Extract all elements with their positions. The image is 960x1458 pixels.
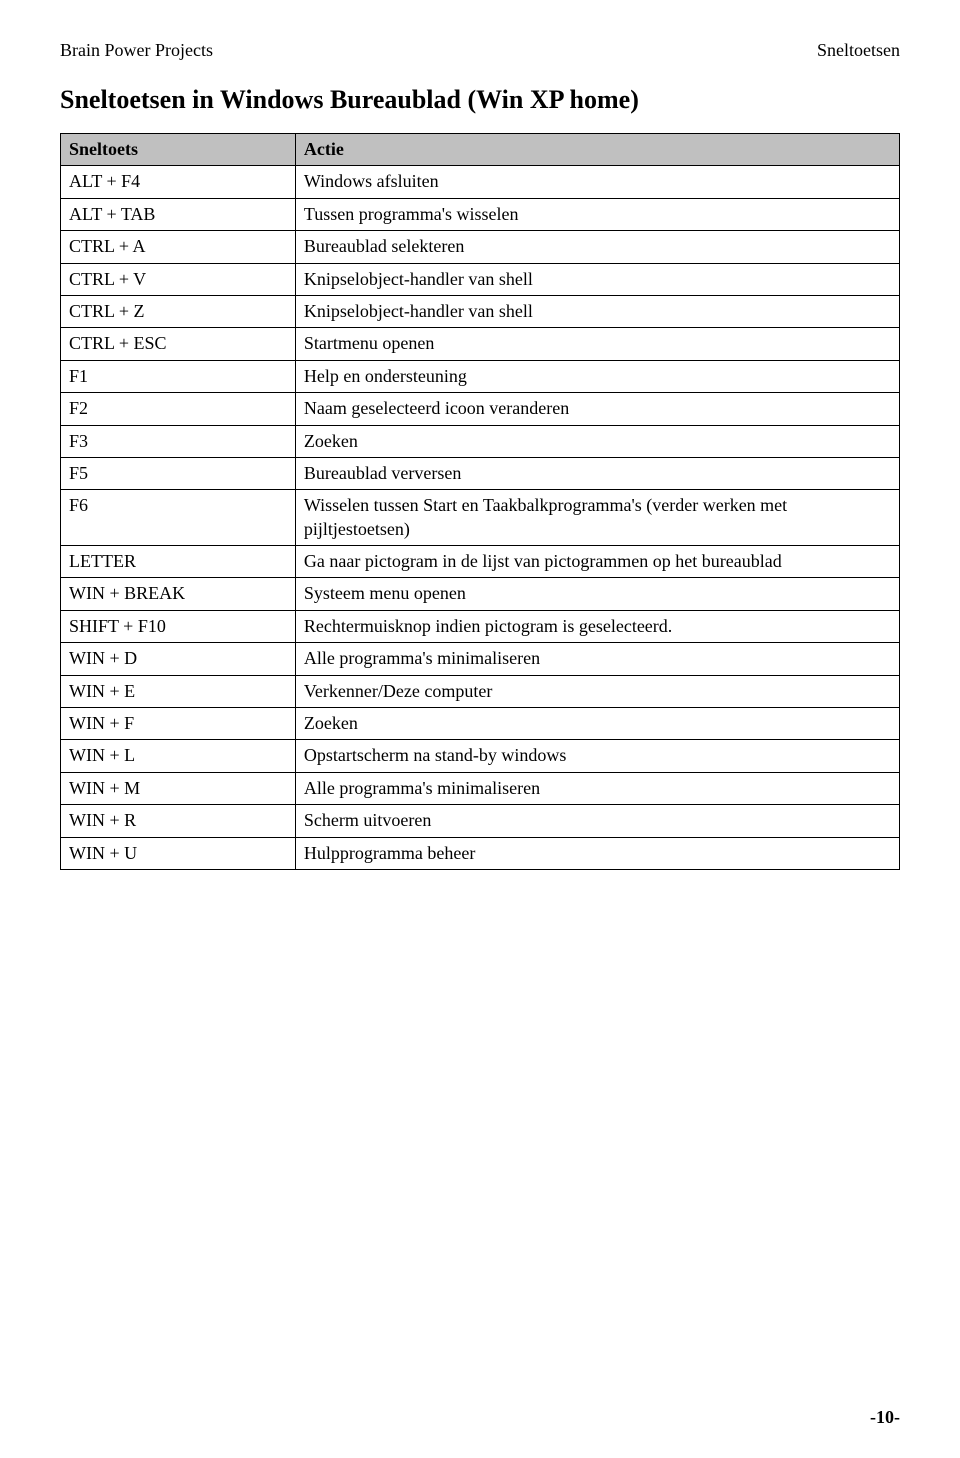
cell-key: WIN + F (61, 708, 296, 740)
cell-key: F1 (61, 360, 296, 392)
page-header: Brain Power Projects Sneltoetsen (60, 40, 900, 61)
cell-key: ALT + F4 (61, 166, 296, 198)
table-row: CTRL + ESCStartmenu openen (61, 328, 900, 360)
table-row: WIN + MAlle programma's minimaliseren (61, 772, 900, 804)
cell-key: WIN + M (61, 772, 296, 804)
cell-action: Scherm uitvoeren (295, 805, 899, 837)
table-row: F6Wisselen tussen Start en Taakbalkprogr… (61, 490, 900, 546)
table-row: WIN + UHulpprogramma beheer (61, 837, 900, 869)
cell-key: F2 (61, 393, 296, 425)
cell-action: Bureaublad selekteren (295, 231, 899, 263)
cell-key: WIN + E (61, 675, 296, 707)
table-row: SHIFT + F10Rechtermuisknop indien pictog… (61, 610, 900, 642)
cell-key: WIN + R (61, 805, 296, 837)
table-row: WIN + RScherm uitvoeren (61, 805, 900, 837)
table-row: WIN + LOpstartscherm na stand-by windows (61, 740, 900, 772)
table-header-actie: Actie (295, 134, 899, 166)
cell-key: LETTER (61, 546, 296, 578)
cell-key: CTRL + A (61, 231, 296, 263)
cell-action: Knipselobject-handler van shell (295, 263, 899, 295)
table-row: WIN + BREAKSysteem menu openen (61, 578, 900, 610)
table-row: CTRL + VKnipselobject-handler van shell (61, 263, 900, 295)
cell-action: Startmenu openen (295, 328, 899, 360)
table-row: ALT + F4Windows afsluiten (61, 166, 900, 198)
cell-action: Bureaublad verversen (295, 457, 899, 489)
cell-action: Zoeken (295, 708, 899, 740)
cell-action: Alle programma's minimaliseren (295, 772, 899, 804)
cell-key: F6 (61, 490, 296, 546)
cell-action: Help en ondersteuning (295, 360, 899, 392)
cell-key: ALT + TAB (61, 198, 296, 230)
cell-action: Ga naar pictogram in de lijst van pictog… (295, 546, 899, 578)
cell-action: Hulpprogramma beheer (295, 837, 899, 869)
cell-key: CTRL + Z (61, 295, 296, 327)
cell-action: Tussen programma's wisselen (295, 198, 899, 230)
cell-key: F3 (61, 425, 296, 457)
cell-action: Zoeken (295, 425, 899, 457)
cell-key: CTRL + ESC (61, 328, 296, 360)
cell-key: WIN + U (61, 837, 296, 869)
cell-action: Windows afsluiten (295, 166, 899, 198)
table-row: F1Help en ondersteuning (61, 360, 900, 392)
table-row: F3Zoeken (61, 425, 900, 457)
table-header-sneltoets: Sneltoets (61, 134, 296, 166)
cell-key: WIN + D (61, 643, 296, 675)
cell-key: CTRL + V (61, 263, 296, 295)
table-body: ALT + F4Windows afsluiten ALT + TABTusse… (61, 166, 900, 870)
page-title: Sneltoetsen in Windows Bureaublad (Win X… (60, 85, 900, 115)
cell-action: Rechtermuisknop indien pictogram is gese… (295, 610, 899, 642)
page: Brain Power Projects Sneltoetsen Sneltoe… (0, 0, 960, 1458)
cell-key: F5 (61, 457, 296, 489)
cell-action: Knipselobject-handler van shell (295, 295, 899, 327)
table-row: WIN + EVerkenner/Deze computer (61, 675, 900, 707)
cell-action: Verkenner/Deze computer (295, 675, 899, 707)
shortcuts-table: Sneltoets Actie ALT + F4Windows afsluite… (60, 133, 900, 870)
cell-key: SHIFT + F10 (61, 610, 296, 642)
table-row: ALT + TABTussen programma's wisselen (61, 198, 900, 230)
cell-key: WIN + L (61, 740, 296, 772)
cell-action: Naam geselecteerd icoon veranderen (295, 393, 899, 425)
table-row: CTRL + ABureaublad selekteren (61, 231, 900, 263)
table-row: WIN + FZoeken (61, 708, 900, 740)
table-row: F2Naam geselecteerd icoon veranderen (61, 393, 900, 425)
cell-action: Alle programma's minimaliseren (295, 643, 899, 675)
header-left: Brain Power Projects (60, 40, 213, 61)
table-header-row: Sneltoets Actie (61, 134, 900, 166)
page-number: -10- (870, 1407, 900, 1428)
header-right: Sneltoetsen (817, 40, 900, 61)
table-row: WIN + DAlle programma's minimaliseren (61, 643, 900, 675)
cell-action: Systeem menu openen (295, 578, 899, 610)
table-row: F5Bureaublad verversen (61, 457, 900, 489)
cell-action: Opstartscherm na stand-by windows (295, 740, 899, 772)
table-row: CTRL + ZKnipselobject-handler van shell (61, 295, 900, 327)
cell-action: Wisselen tussen Start en Taakbalkprogram… (295, 490, 899, 546)
cell-key: WIN + BREAK (61, 578, 296, 610)
table-row: LETTERGa naar pictogram in de lijst van … (61, 546, 900, 578)
